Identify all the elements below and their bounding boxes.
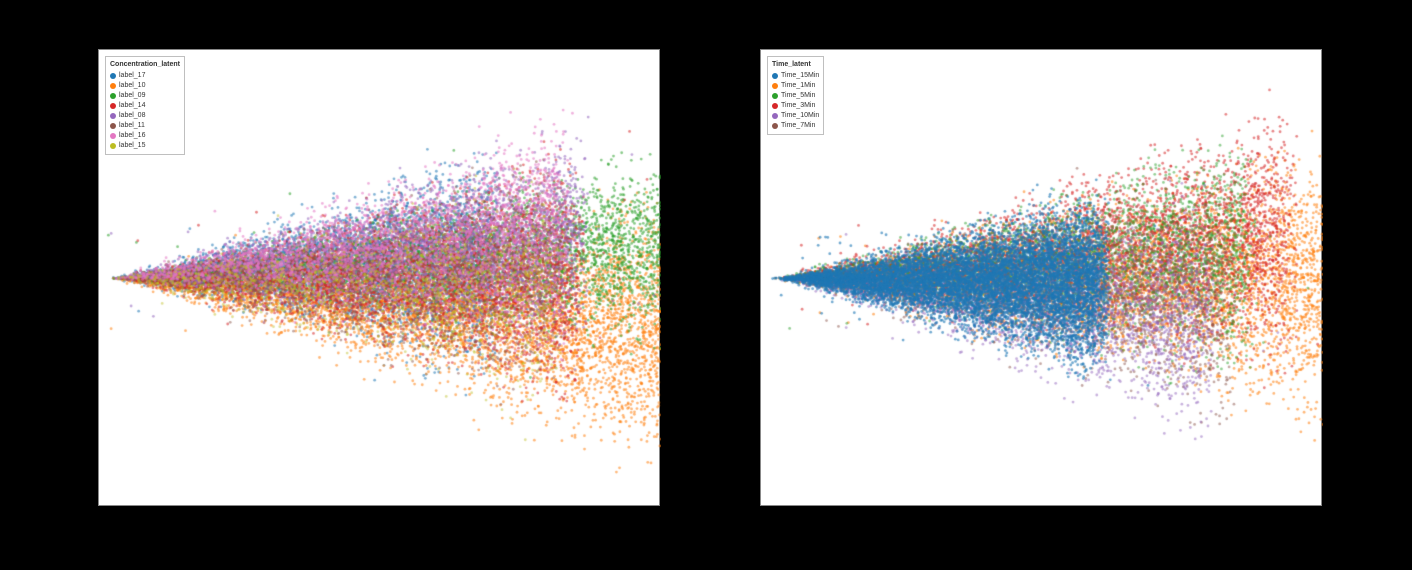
legend-item: Time_3Min [772, 101, 819, 111]
legend-swatch-icon [772, 73, 778, 79]
legend-item-label: label_11 [119, 121, 145, 131]
legend-swatch-icon [772, 113, 778, 119]
legend-item-label: label_16 [119, 131, 145, 141]
legend-swatch-icon [772, 123, 778, 129]
legend-item: Time_5Min [772, 91, 819, 101]
legend-item-label: label_09 [119, 91, 145, 101]
legend-item: label_15 [110, 141, 180, 151]
legend-swatch-icon [110, 103, 116, 109]
scatter-panel-concentration: Concentration_latent label_17label_10lab… [98, 49, 660, 506]
legend-title: Concentration_latent [110, 60, 180, 70]
scatter-panel-time: Time_latent Time_15MinTime_1MinTime_5Min… [760, 49, 1322, 506]
legend-item: Time_15Min [772, 71, 819, 81]
legend-item-label: Time_15Min [781, 71, 819, 81]
legend-item-label: label_17 [119, 71, 145, 81]
legend-item: label_08 [110, 111, 180, 121]
legend-item-label: label_14 [119, 101, 145, 111]
legend-item: label_10 [110, 81, 180, 91]
legend-item-label: Time_10Min [781, 111, 819, 121]
legend-swatch-icon [110, 143, 116, 149]
legend-swatch-icon [772, 93, 778, 99]
legend-item-label: label_08 [119, 111, 145, 121]
legend-title: Time_latent [772, 60, 819, 70]
legend-swatch-icon [110, 93, 116, 99]
legend-item-label: Time_3Min [781, 101, 815, 111]
legend-swatch-icon [110, 123, 116, 129]
legend-swatch-icon [110, 133, 116, 139]
legend-item-label: Time_5Min [781, 91, 815, 101]
legend-item: label_17 [110, 71, 180, 81]
legend-swatch-icon [110, 83, 116, 89]
legend-item: Time_10Min [772, 111, 819, 121]
legend-item-label: label_15 [119, 141, 145, 151]
legend-item: Time_7Min [772, 121, 819, 131]
legend-swatch-icon [772, 103, 778, 109]
legend-item: label_16 [110, 131, 180, 141]
scatter-canvas-time [761, 50, 1323, 507]
legend-time: Time_latent Time_15MinTime_1MinTime_5Min… [767, 56, 824, 135]
legend-item: label_14 [110, 101, 180, 111]
legend-swatch-icon [772, 83, 778, 89]
legend-concentration: Concentration_latent label_17label_10lab… [105, 56, 185, 155]
legend-item: Time_1Min [772, 81, 819, 91]
legend-swatch-icon [110, 73, 116, 79]
legend-item-label: label_10 [119, 81, 145, 91]
legend-item-label: Time_7Min [781, 121, 815, 131]
legend-swatch-icon [110, 113, 116, 119]
legend-item: label_09 [110, 91, 180, 101]
legend-item: label_11 [110, 121, 180, 131]
legend-item-label: Time_1Min [781, 81, 815, 91]
